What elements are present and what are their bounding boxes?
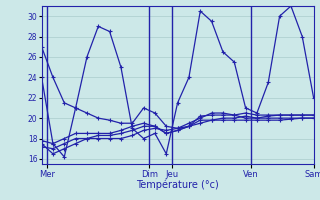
X-axis label: Température (°c): Température (°c) xyxy=(136,180,219,190)
